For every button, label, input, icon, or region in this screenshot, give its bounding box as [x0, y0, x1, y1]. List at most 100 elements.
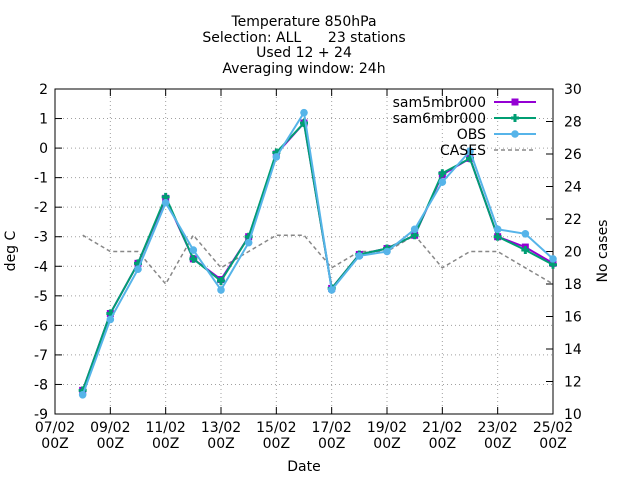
data-point — [300, 108, 308, 117]
data-point — [549, 255, 557, 263]
data-point — [493, 225, 502, 234]
data-point — [493, 232, 502, 241]
x-tick-label: 00Z — [484, 436, 511, 452]
series-line — [81, 120, 554, 391]
data-point — [217, 286, 225, 294]
data-point — [521, 229, 530, 238]
axes: 210-1-2-3-4-5-6-7-8-93028262422201816141… — [34, 82, 582, 452]
y-tick-label: -6 — [34, 318, 48, 334]
data-point — [106, 315, 115, 324]
x-tick-label: 23/02 — [477, 420, 517, 436]
legend-label: OBS — [457, 127, 486, 143]
series-sam6mbr000 — [78, 118, 557, 395]
data-point — [134, 265, 142, 274]
data-point — [466, 154, 474, 163]
data-point — [78, 390, 87, 399]
y-tick-label: -4 — [34, 259, 48, 275]
series-line — [81, 120, 554, 391]
y2-tick-label: 16 — [564, 310, 582, 326]
data-point — [272, 153, 281, 161]
data-point — [383, 247, 391, 256]
title-line: Temperature 850hPa — [230, 14, 376, 30]
x-tick-label: 09/02 — [90, 420, 130, 436]
x-tick-label: 00Z — [207, 436, 234, 452]
x-tick-label: 00Z — [318, 436, 345, 452]
y2-axis-label: No cases — [595, 220, 611, 283]
series-layer — [78, 108, 557, 399]
data-point — [438, 178, 447, 186]
x-tick-label: 00Z — [373, 436, 400, 452]
data-point — [549, 260, 557, 269]
series-line — [81, 109, 554, 396]
legend-entry: OBS — [457, 127, 536, 143]
title-line: Selection: ALL 23 stations — [202, 30, 405, 46]
plot-frame — [54, 88, 554, 415]
y-tick-label: -1 — [34, 171, 48, 187]
x-tick-label: 25/02 — [533, 420, 573, 436]
data-point — [217, 277, 225, 286]
x-axis-label: Date — [287, 459, 320, 475]
data-point — [355, 252, 364, 260]
data-point — [300, 118, 308, 127]
x-tick-label: 13/02 — [201, 420, 241, 436]
data-point — [106, 309, 115, 318]
legend-entry: sam5mbr000 — [393, 95, 536, 111]
x-tick-label: 17/02 — [311, 420, 351, 436]
y2-tick-label: 12 — [564, 375, 582, 391]
series-line — [82, 233, 554, 286]
data-point — [161, 192, 170, 201]
legend-entry: CASES — [440, 143, 536, 159]
data-point — [466, 147, 474, 155]
y2-tick-label: 28 — [564, 115, 582, 131]
data-point — [272, 148, 281, 157]
data-point — [438, 169, 447, 178]
legend-label: sam5mbr000 — [393, 95, 486, 111]
x-tick-label: 19/02 — [367, 420, 407, 436]
x-tick-label: 00Z — [429, 436, 456, 452]
x-tick-label: 07/02 — [35, 420, 75, 436]
data-point — [244, 238, 253, 247]
chart-title: Temperature 850hPa Selection: ALL 23 sta… — [202, 14, 405, 77]
y2-tick-label: 10 — [564, 407, 582, 423]
legend-label: sam6mbr000 — [393, 111, 486, 127]
x-tick-label: 11/02 — [145, 420, 185, 436]
y-tick-label: -7 — [34, 348, 48, 364]
y-tick-label: -9 — [34, 407, 48, 423]
title-line: Used 12 + 24 — [256, 45, 352, 61]
y2-tick-label: 26 — [564, 147, 582, 163]
title-line: Averaging window: 24h — [222, 61, 385, 77]
y-tick-label: -3 — [34, 230, 48, 246]
series-obs — [78, 108, 557, 399]
data-point — [410, 225, 419, 234]
legend-marker — [511, 130, 519, 138]
y2-tick-label: 30 — [564, 82, 582, 98]
y2-tick-label: 24 — [564, 180, 582, 196]
y-tick-label: 1 — [39, 112, 48, 128]
y2-tick-label: 14 — [564, 342, 582, 358]
data-point — [327, 286, 336, 294]
data-point — [189, 246, 198, 254]
legend-marker — [511, 114, 519, 122]
y-tick-label: 0 — [39, 141, 48, 157]
x-tick-label: 00Z — [41, 436, 68, 452]
y-tick-label: -8 — [34, 377, 48, 393]
data-point — [161, 198, 170, 207]
data-point — [244, 232, 253, 241]
x-tick-label: 00Z — [152, 436, 179, 452]
x-tick-label: 00Z — [539, 436, 566, 452]
data-point — [521, 246, 530, 255]
y-tick-label: -5 — [34, 289, 48, 305]
y2-tick-label: 18 — [564, 277, 582, 293]
y-tick-label: 2 — [39, 82, 48, 98]
x-tick-label: 00Z — [97, 436, 124, 452]
data-point — [410, 231, 419, 240]
y-tick-label: -2 — [34, 200, 48, 216]
y2-tick-label: 20 — [564, 245, 582, 261]
series-sam5mbr000 — [79, 119, 557, 394]
y2-tick-label: 22 — [564, 212, 582, 228]
x-tick-label: 00Z — [263, 436, 290, 452]
data-point — [189, 254, 198, 263]
